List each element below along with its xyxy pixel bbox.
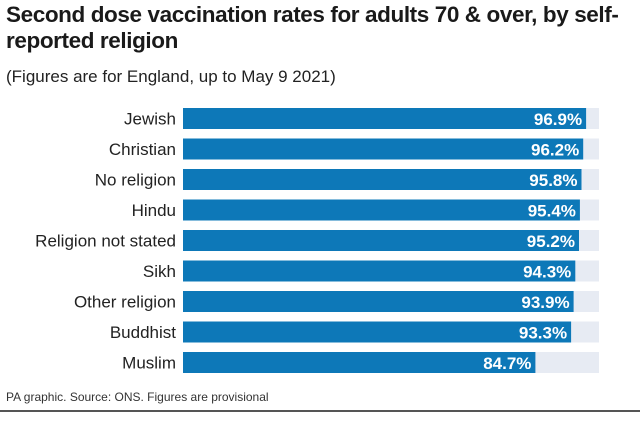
category-label: Buddhist (110, 323, 176, 342)
source-note: PA graphic. Source: ONS. Figures are pro… (6, 390, 269, 404)
value-label: 94.3% (523, 263, 571, 282)
category-label: Sikh (143, 262, 176, 281)
bar (183, 138, 584, 160)
value-label: 95.2% (527, 232, 575, 251)
bar (183, 108, 587, 129)
bottom-divider (0, 410, 640, 412)
value-label: 93.3% (519, 324, 567, 343)
value-label: 95.4% (528, 202, 576, 221)
bar (183, 199, 580, 221)
value-label: 95.8% (529, 171, 577, 190)
chart-title: Second dose vaccination rates for adults… (6, 2, 619, 53)
value-label: 93.9% (521, 293, 569, 312)
category-label: No religion (95, 171, 176, 190)
bar (183, 321, 572, 343)
value-label: 96.2% (531, 141, 579, 160)
category-label: Hindu (132, 201, 176, 220)
chart-subtitle: (Figures are for England, up to May 9 20… (6, 67, 336, 86)
bar (183, 260, 576, 282)
bar (183, 352, 536, 373)
category-label: Other religion (74, 293, 176, 312)
value-label: 84.7% (483, 354, 531, 373)
bar (183, 230, 579, 251)
bar (183, 169, 582, 190)
value-label: 96.9% (534, 110, 582, 129)
category-label: Muslim (122, 354, 176, 373)
category-label: Christian (109, 140, 176, 159)
bar-chart: Jewish 96.9% Christian 96.2% No religion 95.8… (35, 108, 599, 373)
bar (183, 291, 574, 312)
category-label: Jewish (124, 110, 176, 129)
category-label: Religion not stated (35, 232, 176, 251)
